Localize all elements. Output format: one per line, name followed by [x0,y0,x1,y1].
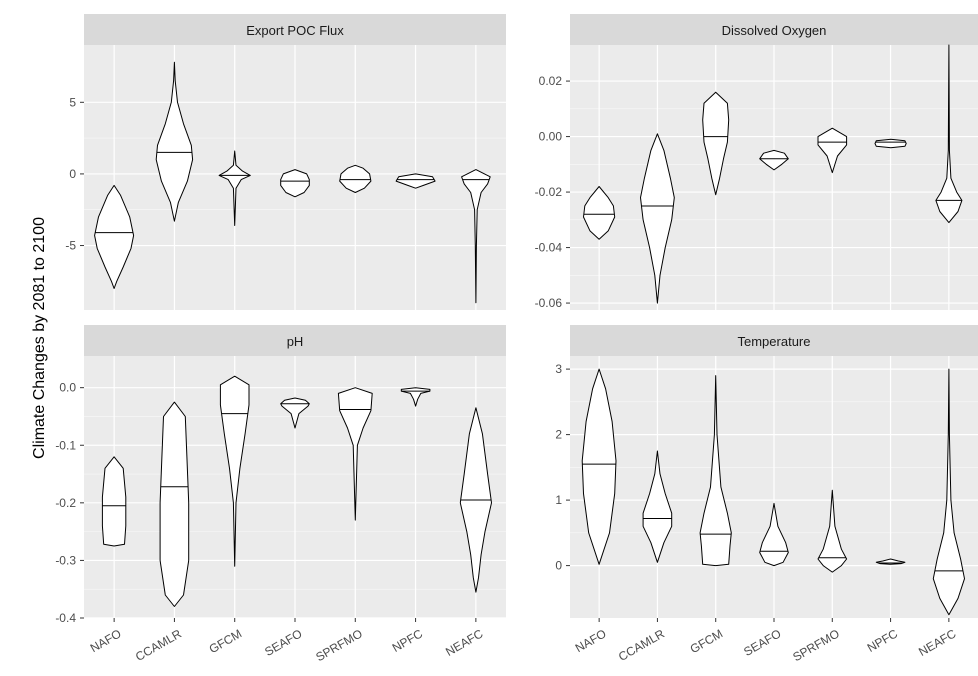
facet-strip-title: pH [287,334,304,349]
y-tick-label: 0.02 [539,74,563,88]
violin-ccamlr [642,450,673,563]
violin-sprfmo [337,387,373,521]
y-tick-label: -5 [65,239,76,253]
facet-panel-0: Export POC Flux 5 0 -5 [65,14,506,310]
violin-nafo [94,184,135,289]
y-tick-label: -0.3 [55,553,76,567]
facet-strip-title: Export POC Flux [246,23,344,38]
x-tick-label: SPRFMO [313,626,364,664]
violin-nafo [583,186,616,240]
violin-neafc [461,169,491,304]
violin-sprfmo [339,164,372,193]
x-tick-label: CCAMLR [133,626,184,664]
x-tick-label: NPFC [390,626,426,655]
x-tick-label: NAFO [573,626,609,655]
violin-ccamlr [155,61,194,222]
y-tick-label: 2 [555,428,562,442]
violin-neafc [932,368,965,616]
violin-nafo [581,368,617,565]
y-tick-label: 0.00 [539,130,563,144]
facet-strip [570,14,978,45]
facet-strip [84,325,506,356]
y-tick-label: 3 [555,362,562,376]
violin-npfc [395,173,436,189]
facet-strip-title: Temperature [738,334,811,349]
y-tick-label: -0.06 [535,296,563,310]
facet-strip-title: Dissolved Oxygen [722,23,827,38]
x-tick-label: NEAFC [916,626,959,659]
x-tick-label: GFCM [688,626,726,656]
facet-panel-2: pH 0.0 -0.1 -0.2 -0.3 -0.4 NAFO CCAMLR GFCM SEAFO… [55,325,506,664]
facet-panel-3: Temperature 3 2 1 0 NAFO CCAMLR GFCM SEAFO SPRFMO… [555,325,978,664]
y-tick-label: -0.4 [55,611,76,625]
violin-seafo [280,169,310,198]
y-tick-label: 1 [555,493,562,507]
x-tick-label: NPFC [865,626,901,655]
violin-nafo [101,456,127,547]
violin-seafo [759,149,789,171]
y-tick-label: -0.02 [535,185,563,199]
x-tick-label: GFCM [207,626,245,656]
violin-sprfmo [817,489,848,573]
violin-npfc [400,387,431,407]
x-tick-label: CCAMLR [616,626,667,664]
violin-gfcm [699,375,732,567]
x-tick-label: SPRFMO [790,626,841,664]
x-tick-label: NEAFC [443,626,486,659]
y-tick-label: 0 [555,559,562,573]
y-axis-title: Climate Changes by 2081 to 2100 [31,217,48,459]
y-tick-label: 5 [69,95,76,109]
violin-sprfmo [817,127,848,174]
facet-panel-1: Dissolved Oxygen 0.02 0.00 -0.02 -0.04 -0.06 [535,14,978,310]
x-tick-label: SEAFO [741,626,783,658]
violin-ccamlr [159,401,190,607]
violin-seafo [280,397,310,429]
violin-gfcm [218,150,251,226]
violin-npfc [874,138,907,149]
facet-strip [570,325,978,356]
y-tick-label: -0.2 [55,496,76,510]
y-tick-label: -0.1 [55,438,76,452]
violin-gfcm [219,375,250,567]
y-tick-label: 0 [69,167,76,181]
y-tick-label: -0.04 [535,241,563,255]
x-tick-label: NAFO [88,626,124,655]
x-tick-label: SEAFO [262,626,304,658]
violin-seafo [759,502,789,567]
y-tick-label: 0.0 [59,381,76,395]
facet-strip [84,14,506,45]
violin-gfcm [702,91,730,196]
violin-ccamlr [640,133,675,304]
